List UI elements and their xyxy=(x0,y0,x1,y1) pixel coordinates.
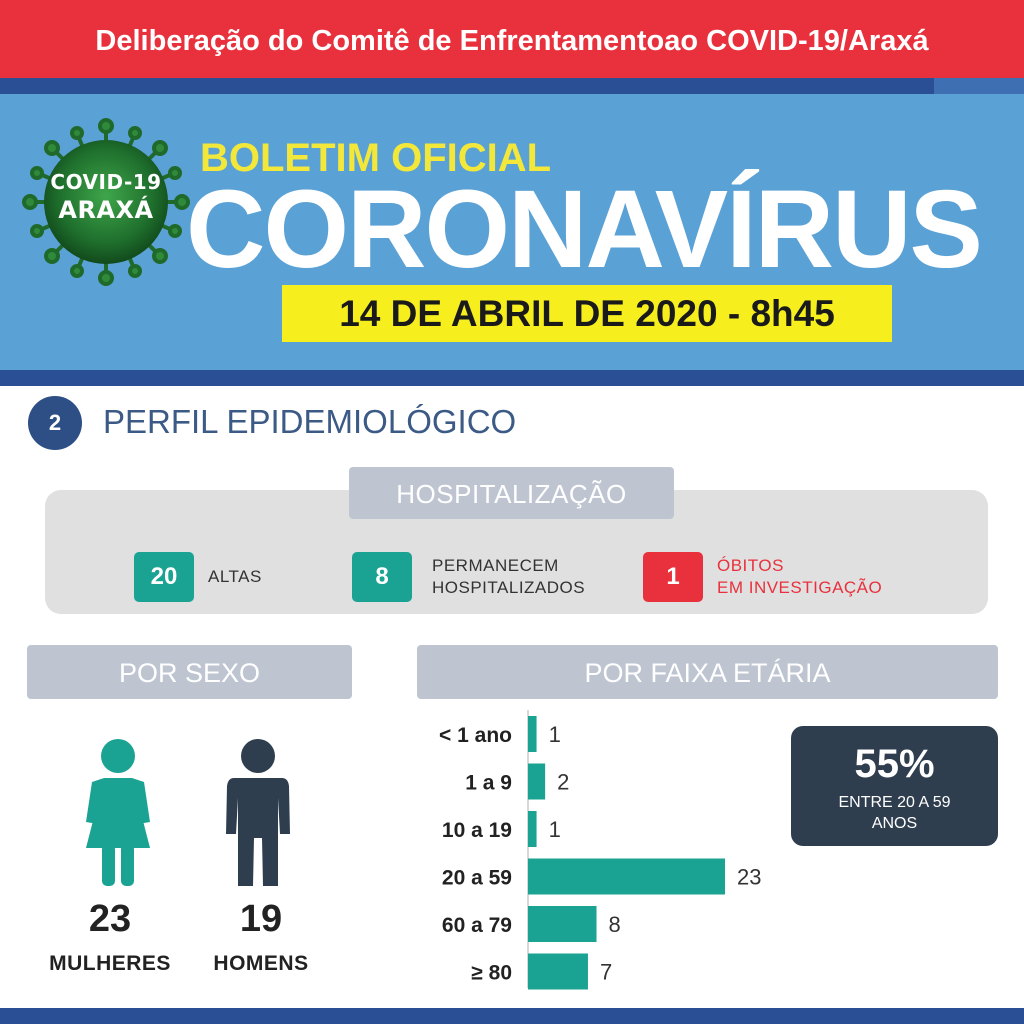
male-count: 19 xyxy=(239,898,283,940)
headline: CORONAVÍRUS xyxy=(186,168,983,291)
age-value-label: 23 xyxy=(737,865,761,890)
age-category-label: 1 a 9 xyxy=(465,772,512,795)
highlight-line1: ENTRE 20 A 59 xyxy=(838,794,951,811)
badge-line-1: COVID-19 xyxy=(50,170,162,194)
highlight-percent: 55% xyxy=(854,742,935,786)
age-category-label: 20 a 59 xyxy=(442,867,512,890)
discharged-count: 20 xyxy=(134,552,194,602)
age-bar-chart: < 1 ano 1 1 a 9 2 10 a 19 1 20 a 59 23 60 a 79 8 ≥… xyxy=(439,710,761,990)
deaths-label-line1: ÓBITOS xyxy=(717,556,784,575)
hospitalized-label: PERMANECEM HOSPITALIZADOS xyxy=(432,555,585,599)
hospitalized-label-line1: PERMANECEM xyxy=(432,556,559,575)
male-label: HOMENS xyxy=(213,952,309,975)
age-bar xyxy=(528,763,546,800)
virus-badge-label: COVID-19 ARAXÁ xyxy=(22,168,190,224)
age-category-label: < 1 ano xyxy=(439,724,512,747)
age-value-label: 1 xyxy=(549,817,561,842)
age-category-label: ≥ 80 xyxy=(471,962,512,985)
hospitalized-count: 8 xyxy=(352,552,412,602)
hospitalized-label-line2: HOSPITALIZADOS xyxy=(432,578,586,597)
age-value-label: 2 xyxy=(557,770,569,795)
hospitalization-title: HOSPITALIZAÇÃO xyxy=(349,467,674,519)
highlight-line2: ANOS xyxy=(871,815,918,832)
discharged-label: ALTAS xyxy=(208,566,262,588)
male-figure-icon xyxy=(226,739,290,886)
deaths-investigation-count: 1 xyxy=(643,552,703,602)
badge-line-2: ARAXÁ xyxy=(58,196,154,224)
by-sex-title: POR SEXO xyxy=(27,645,352,699)
age-value-label: 1 xyxy=(549,722,561,747)
age-category-label: 10 a 19 xyxy=(442,819,512,842)
age-value-label: 7 xyxy=(600,960,612,985)
section-title: PERFIL EPIDEMIOLÓGICO xyxy=(103,403,517,440)
highlight-description: ENTRE 20 A 59 ANOS xyxy=(791,792,998,834)
section-number-badge: 2 xyxy=(28,396,82,450)
age-bar xyxy=(528,858,725,895)
bulletin-label: BOLETIM OFICIAL xyxy=(200,136,552,180)
age-bar xyxy=(528,953,588,990)
highlight-box: 55% ENTRE 20 A 59 ANOS xyxy=(791,726,998,846)
female-count: 23 xyxy=(88,898,132,940)
age-category-label: 60 a 79 xyxy=(442,914,512,937)
committee-title: Deliberação do Comitê de Enfrentamentoao… xyxy=(95,25,929,57)
age-bar xyxy=(528,811,537,847)
committee-title-bar: Deliberação do Comitê de Enfrentamentoao… xyxy=(0,0,1024,78)
female-figure-icon xyxy=(86,739,150,886)
female-label: MULHERES xyxy=(49,952,171,975)
age-bar xyxy=(528,906,597,942)
by-age-title: POR FAIXA ETÁRIA xyxy=(417,645,998,699)
footer-bar xyxy=(0,1008,1024,1024)
age-bar xyxy=(528,716,537,752)
deaths-label-line2: EM INVESTIGAÇÃO xyxy=(717,578,883,597)
band-decoration xyxy=(934,78,1024,94)
discharged-label-line1: ALTAS xyxy=(208,567,262,586)
virus-badge-icon xyxy=(22,118,190,286)
deaths-investigation-label: ÓBITOS EM INVESTIGAÇÃO xyxy=(717,555,882,599)
bulletin-date: 14 DE ABRIL DE 2020 - 8h45 xyxy=(282,285,892,342)
age-value-label: 8 xyxy=(609,912,621,937)
